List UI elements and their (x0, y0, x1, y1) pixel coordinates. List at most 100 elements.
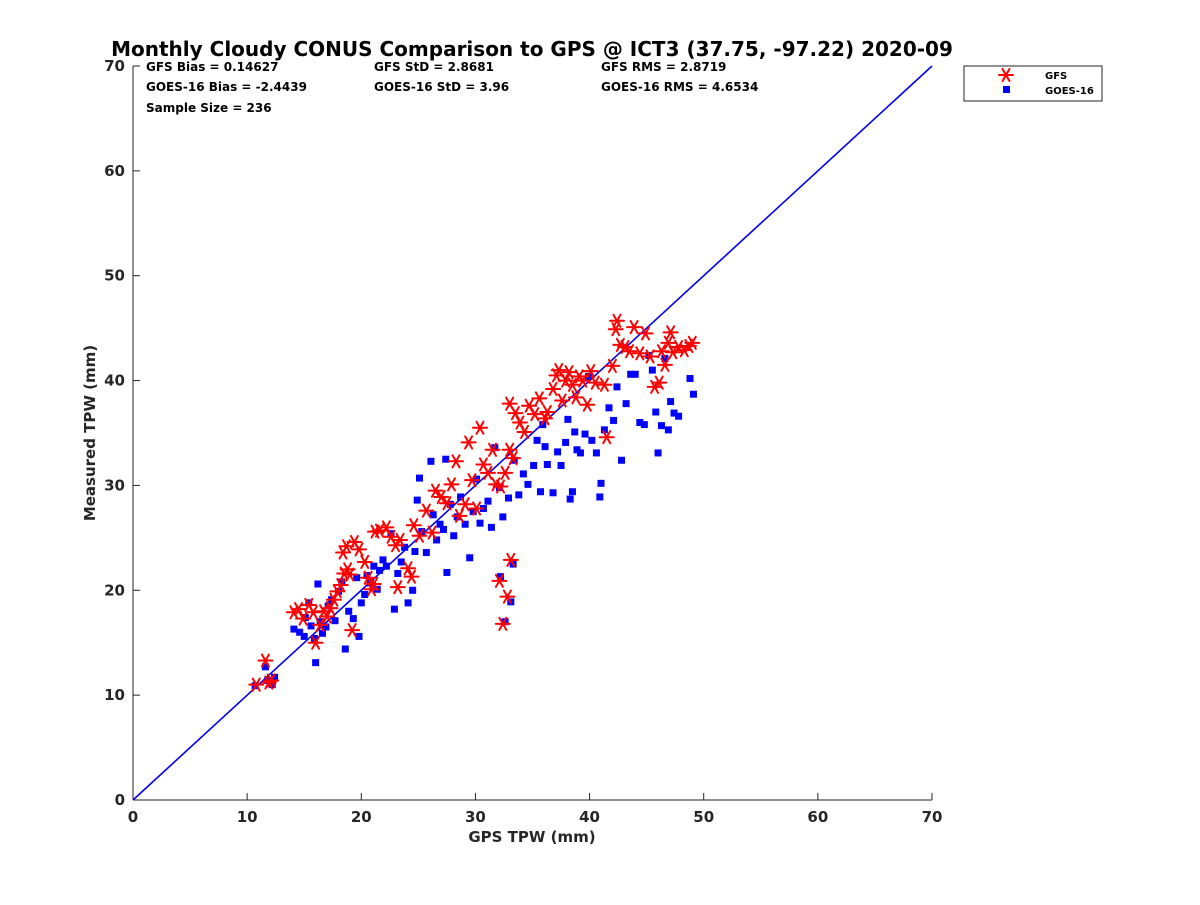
y-ticks: 0 10 20 30 40 50 60 70 (104, 57, 140, 809)
gfs-point (295, 611, 312, 626)
goes16-point (581, 430, 589, 438)
goes16-point (515, 491, 523, 499)
gfs-point (621, 344, 638, 359)
goes16-point (341, 645, 349, 653)
goes-rms-stat: GOES-16 RMS = 4.6534 (601, 80, 758, 94)
gfs-point (521, 398, 538, 413)
goes16-point (355, 632, 363, 640)
gfs-point (392, 532, 409, 548)
goes16-point (429, 511, 437, 519)
goes16-point (610, 416, 618, 424)
goes16-point (310, 635, 318, 643)
goes16-point (543, 460, 551, 468)
gfs-point (651, 375, 668, 390)
goes16-point (353, 574, 361, 582)
gfs-point (656, 357, 673, 372)
goes16-point (487, 523, 495, 531)
gfs-point (598, 430, 615, 445)
gfs-point (263, 673, 280, 688)
gfs-point (494, 616, 511, 631)
gfs-point (451, 508, 468, 523)
plot-area (132, 65, 933, 801)
goes16-point (549, 489, 557, 497)
gfs-point (662, 325, 679, 340)
goes16-point (453, 513, 461, 521)
goes16-point (519, 470, 527, 478)
sample-size-stat: Sample Size = 236 (146, 101, 272, 115)
gfs-bias-stat: GFS Bias = 0.14627 (146, 60, 278, 74)
gfs-point (351, 542, 368, 557)
goes16-point (618, 456, 626, 464)
goes16-point (301, 614, 309, 622)
goes16-point (648, 366, 656, 374)
goes16-point (318, 629, 326, 637)
goes16-point (536, 488, 544, 496)
goes16-point (476, 519, 484, 527)
goes16-point (554, 448, 562, 456)
gfs-point (479, 465, 496, 480)
gfs-point (387, 538, 404, 553)
y-tick-label: 70 (104, 57, 125, 75)
goes16-point (539, 421, 547, 429)
goes16-point (411, 547, 419, 555)
gfs-point (448, 454, 465, 469)
goes16-point (433, 536, 441, 544)
goes16-point (631, 370, 639, 378)
goes16-point (600, 426, 608, 434)
gfs-point (491, 573, 508, 588)
gfs-point (257, 653, 274, 668)
goes16-point (397, 558, 405, 566)
gfs-point (418, 503, 435, 518)
gfs-point (511, 415, 528, 430)
legend: GFS GOES-16 (963, 65, 1103, 102)
gfs-point (484, 442, 501, 457)
gfs-point (607, 322, 624, 337)
gfs-point (356, 554, 373, 570)
goes16-point (576, 449, 584, 457)
gfs-point (468, 501, 485, 516)
gfs-point (582, 364, 599, 379)
gfs-point (604, 358, 621, 373)
gfs-point (567, 390, 584, 405)
gfs-point (322, 601, 339, 616)
gfs-point (341, 567, 358, 582)
goes16-point (597, 479, 605, 487)
gfs-point (389, 580, 406, 595)
gfs-point (403, 569, 420, 584)
goes16-point (588, 436, 596, 444)
gfs-point (539, 404, 556, 420)
goes16-point (469, 508, 477, 516)
y-tick-label: 20 (104, 581, 125, 599)
gfs-point (608, 313, 625, 328)
legend-gfs-asterisk (998, 67, 1014, 83)
y-axis-label: Measured TPW (mm) (81, 345, 99, 521)
gfs-point (531, 391, 548, 406)
gfs-point (545, 381, 562, 397)
legend-gfs-label: GFS (1045, 71, 1067, 82)
y-tick-label: 10 (104, 686, 125, 704)
goes16-point (596, 493, 604, 501)
goes16-point (443, 568, 451, 576)
gfs-point (507, 406, 524, 421)
gfs-point (642, 349, 659, 364)
goes16-point (657, 422, 665, 430)
goes16-point (376, 566, 384, 574)
goes16-point (466, 554, 474, 562)
goes16-point (261, 663, 269, 671)
goes16-point (654, 449, 662, 457)
goes16-point (689, 390, 697, 398)
goes16-point (675, 412, 683, 420)
goes16-point (379, 556, 387, 564)
goes16-point (530, 462, 538, 470)
x-tick-label: 30 (465, 808, 486, 826)
goes16-point (409, 586, 417, 594)
statistics-block: GFS Bias = 0.14627 GOES-16 Bias = -2.443… (146, 60, 758, 115)
goes16-point (627, 370, 635, 378)
gfs-point (332, 577, 349, 593)
gfs-point (438, 496, 455, 511)
axes: 0 10 20 30 40 50 60 70 0 10 20 30 40 50 60 70 (104, 57, 942, 826)
goes16-point (427, 457, 435, 465)
gfs-point (305, 605, 322, 620)
